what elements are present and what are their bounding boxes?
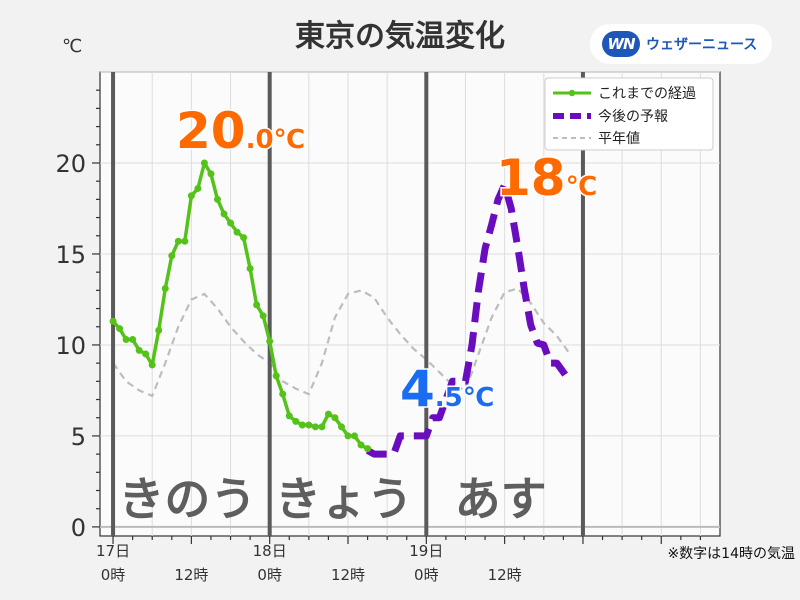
observed-point [200, 159, 208, 167]
y-tick-label: 20 [55, 150, 86, 178]
observed-point [148, 361, 156, 369]
observed-point [279, 390, 287, 398]
normal-line-path [112, 287, 571, 398]
x-tick-label: 12時 [488, 566, 522, 584]
normal-series [112, 287, 571, 398]
weathernews-logo: WN ウェザーニュース [590, 24, 772, 64]
temperature-callout: 20.0℃ [176, 102, 305, 160]
observed-point [174, 237, 182, 245]
day-labels: きのう きょう あす [118, 472, 546, 526]
observed-point [324, 410, 332, 418]
y-tick-label: 5 [71, 423, 86, 451]
legend-label: 今後の予報 [598, 109, 668, 125]
footnote: ※数字は14時の気温 [667, 546, 795, 562]
observed-point [259, 312, 267, 320]
x-tick-label: 0時 [101, 566, 126, 584]
callout-unit: ℃ [566, 172, 597, 202]
y-tick-label: 0 [71, 514, 86, 542]
x-tick-label: 12時 [174, 566, 208, 584]
callout-value: 18 [496, 149, 566, 207]
observed-series [109, 159, 372, 453]
x-tick-date: 18日 [253, 542, 287, 560]
observed-point [364, 445, 372, 453]
observed-point [161, 285, 169, 293]
observed-point [109, 317, 117, 325]
observed-point [311, 423, 319, 431]
callout-value: 20 [176, 102, 246, 160]
observed-point [240, 234, 248, 242]
observed-point [155, 326, 163, 334]
unit-label: ℃ [62, 36, 82, 57]
logo-mark: WN [602, 31, 640, 57]
x-tick-label: 0時 [257, 566, 282, 584]
observed-line-path [111, 161, 369, 451]
observed-point [187, 192, 195, 200]
x-tick-label: 12時 [331, 566, 365, 584]
observed-point [253, 301, 261, 309]
observed-point [181, 237, 189, 245]
forecast-line-path [365, 181, 573, 458]
observed-point [285, 412, 293, 420]
temperature-callout: 4.5℃ [400, 360, 494, 418]
observed-point [116, 325, 124, 333]
observed-point [168, 252, 176, 260]
observed-point [142, 350, 150, 358]
axes: 0 5 10 15 20 17日 0時 12時 18日 0時 12時 19日 0時 12時 [55, 89, 702, 584]
legend-marker [568, 89, 576, 97]
day-label: あす [455, 472, 547, 526]
observed-point [331, 414, 339, 422]
observed-point [233, 228, 241, 236]
callout-unit: .0℃ [246, 125, 305, 155]
observed-point [292, 417, 300, 425]
observed-point [129, 335, 137, 343]
day-label: きょう [275, 472, 413, 526]
observed-point [122, 335, 130, 343]
logo-text: ウェザーニュース [646, 37, 758, 53]
legend-label: これまでの経過 [598, 86, 696, 102]
observed-point [298, 421, 306, 429]
callout-unit: .5℃ [435, 383, 494, 413]
observed-point [357, 441, 365, 449]
observed-point [213, 195, 221, 203]
observed-point [272, 372, 280, 380]
observed-point [266, 337, 274, 345]
legend-label: 平年値 [598, 131, 640, 147]
legend-box [544, 77, 714, 151]
observed-point [337, 423, 345, 431]
temperature-callouts: 20.0℃ 4.5℃ 18℃ [175, 101, 599, 420]
observed-point [344, 432, 352, 440]
observed-point [318, 423, 326, 431]
grid-lines [100, 71, 720, 536]
x-tick-date: 19日 [409, 542, 443, 560]
observed-point [246, 265, 254, 273]
x-tick-label: 0時 [414, 566, 439, 584]
y-tick-label: 10 [55, 332, 86, 360]
observed-point [135, 346, 143, 354]
observed-point [227, 219, 235, 227]
observed-point [305, 421, 313, 429]
observed-point [194, 184, 202, 192]
day-label: きのう [118, 472, 256, 526]
chart-title: 東京の気温変化 [295, 19, 505, 54]
forecast-series [365, 181, 573, 458]
observed-point [207, 170, 215, 178]
observed-point [220, 210, 228, 218]
temperature-callout: 18℃ [496, 149, 597, 207]
callout-value: 4 [400, 360, 435, 418]
y-tick-label: 15 [55, 241, 86, 269]
observed-point [351, 432, 359, 440]
x-tick-date: 17日 [96, 542, 130, 560]
